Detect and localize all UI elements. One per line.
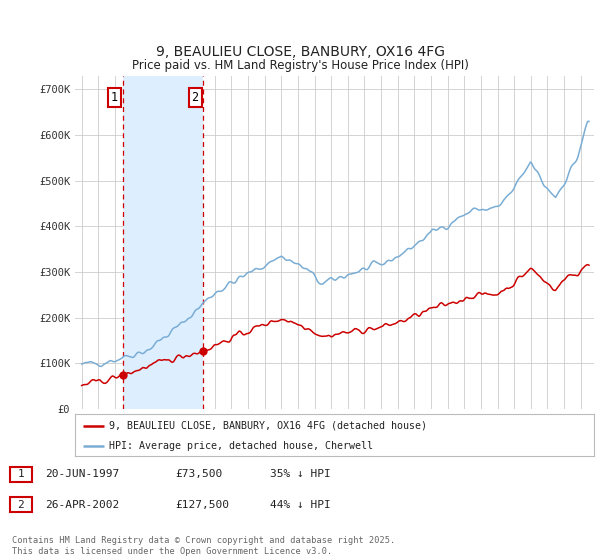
- Bar: [123, 76, 203, 409]
- Text: 1: 1: [111, 91, 118, 104]
- Text: HPI: Average price, detached house, Cherwell: HPI: Average price, detached house, Cher…: [109, 441, 373, 451]
- Text: £73,500: £73,500: [175, 469, 222, 479]
- Text: 35% ↓ HPI: 35% ↓ HPI: [270, 469, 331, 479]
- Text: 9, BEAULIEU CLOSE, BANBURY, OX16 4FG: 9, BEAULIEU CLOSE, BANBURY, OX16 4FG: [155, 45, 445, 59]
- Text: Contains HM Land Registry data © Crown copyright and database right 2025.
This d: Contains HM Land Registry data © Crown c…: [12, 536, 395, 556]
- Text: £127,500: £127,500: [175, 500, 229, 510]
- FancyBboxPatch shape: [10, 497, 32, 512]
- Text: 20-JUN-1997: 20-JUN-1997: [45, 469, 119, 479]
- Text: 2: 2: [17, 500, 25, 510]
- Text: Price paid vs. HM Land Registry's House Price Index (HPI): Price paid vs. HM Land Registry's House …: [131, 59, 469, 72]
- Text: 44% ↓ HPI: 44% ↓ HPI: [270, 500, 331, 510]
- Text: 26-APR-2002: 26-APR-2002: [45, 500, 119, 510]
- Text: 1: 1: [17, 469, 25, 479]
- Text: 9, BEAULIEU CLOSE, BANBURY, OX16 4FG (detached house): 9, BEAULIEU CLOSE, BANBURY, OX16 4FG (de…: [109, 421, 427, 431]
- Text: 2: 2: [191, 91, 199, 104]
- FancyBboxPatch shape: [10, 467, 32, 482]
